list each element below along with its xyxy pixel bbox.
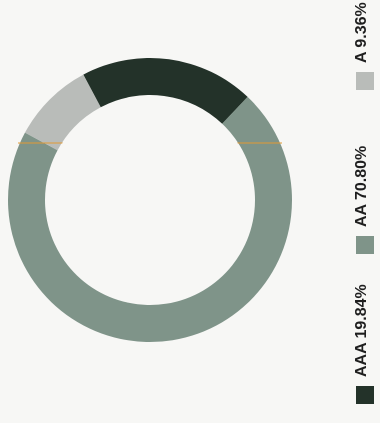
legend-item-aaa: AAA 19.84% bbox=[353, 284, 374, 404]
legend-item-a: A 9.36% bbox=[353, 2, 374, 90]
donut-slice-aaa bbox=[83, 58, 248, 124]
donut-slice-a bbox=[24, 74, 101, 151]
legend-label-aa: AA 70.80% bbox=[353, 146, 370, 227]
legend-label-aaa: AAA 19.84% bbox=[353, 284, 370, 377]
legend: AAA 19.84% AA 70.80% A 9.36% bbox=[353, 2, 374, 404]
legend-swatch-aaa bbox=[356, 386, 374, 404]
donut-hole bbox=[45, 95, 255, 305]
donut-slice-aa bbox=[7, 96, 293, 342]
legend-label-a: A 9.36% bbox=[353, 2, 370, 63]
legend-item-aa: AA 70.80% bbox=[353, 146, 374, 254]
legend-swatch-aa bbox=[356, 236, 374, 254]
legend-swatch-a bbox=[356, 72, 374, 90]
